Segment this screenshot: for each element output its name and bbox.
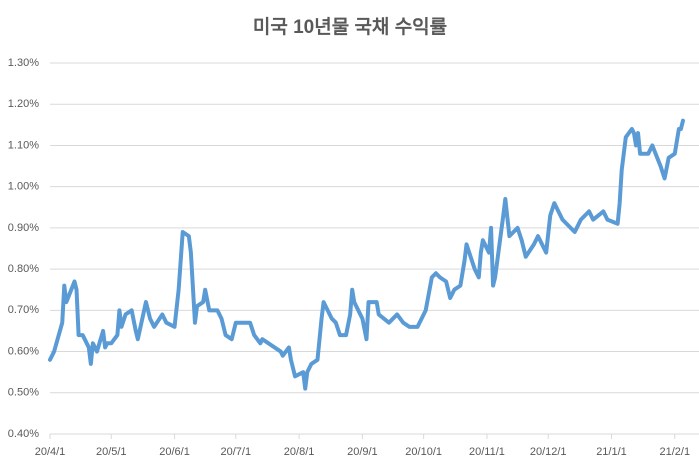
x-tick-label: 21/2/1 (659, 446, 690, 458)
x-tick-label: 21/1/1 (596, 446, 627, 458)
y-tick-label: 0.40% (8, 428, 39, 440)
x-tick-label: 20/9/1 (347, 446, 378, 458)
y-tick-label: 1.20% (8, 98, 39, 110)
x-tick-label: 20/7/1 (221, 446, 252, 458)
x-tick-label: 20/11/1 (469, 446, 505, 458)
y-tick-label: 1.10% (8, 139, 39, 151)
y-tick-label: 0.70% (8, 304, 39, 316)
x-tick-label: 20/4/1 (35, 446, 66, 458)
x-tick-label: 20/10/1 (405, 446, 442, 458)
x-tick-label: 20/6/1 (159, 446, 190, 458)
y-tick-label: 1.00% (8, 181, 39, 193)
x-tick-label: 20/5/1 (96, 446, 127, 458)
y-tick-label: 0.50% (8, 387, 39, 399)
x-tick-label: 20/8/1 (284, 446, 315, 458)
y-tick-label: 0.60% (8, 345, 39, 357)
x-tick-label: 20/12/1 (530, 446, 567, 458)
chart-title: 미국 10년물 국채 수익률 (253, 16, 447, 38)
line (48, 118, 685, 391)
y-tick-label: 0.80% (8, 263, 39, 275)
y-tick-label: 0.90% (8, 222, 39, 234)
y-tick-label: 1.30% (8, 57, 39, 69)
